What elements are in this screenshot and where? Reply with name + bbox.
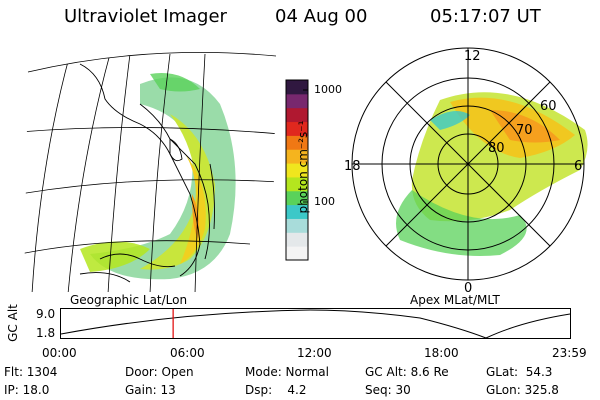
colorbar-segment (286, 218, 308, 233)
colorbar-frame (285, 79, 309, 261)
geo-aurora-emission (80, 73, 236, 280)
info-flight: Flt: 1304 (4, 365, 58, 379)
x-tick-2: 12:00 (297, 346, 332, 360)
info-gc-alt: GC Alt: 8.6 Re (365, 365, 449, 379)
info-ip: IP: 18.0 (4, 383, 50, 397)
geo-latitude-lines (24, 127, 276, 255)
x-tick-1: 06:00 (170, 346, 205, 360)
polar-caption: Apex MLat/MLT (410, 293, 500, 307)
info-dsp: Dsp: 4.2 (245, 383, 307, 397)
polar-grid (351, 47, 585, 281)
x-tick-0: 00:00 (42, 346, 77, 360)
mlat-label-80: 80 (488, 141, 505, 156)
info-glat: GLat: 54.3 (486, 365, 553, 379)
mlt-label-right: 6 (574, 159, 582, 174)
colorbar-segment (286, 204, 308, 219)
info-seq: Seq: 30 (365, 383, 411, 397)
colorbar-segment (286, 163, 308, 178)
geo-coastlines (79, 63, 215, 283)
colorbar-segment (286, 149, 308, 164)
colorbar-segment (286, 190, 308, 206)
info-gain: Gain: 13 (125, 383, 176, 397)
altitude-curve (60, 309, 571, 339)
polar-mlat-mlt-panel: 12 18 6 0 60 70 80 (344, 47, 588, 296)
colorbar-segment (286, 176, 308, 192)
colorbar-label: photon cm⁻²s⁻¹ (296, 120, 310, 214)
geographic-map-panel (24, 52, 277, 293)
colorbar-segment (286, 232, 308, 247)
mlat-label-70: 70 (516, 123, 533, 138)
altitude-ymin: 1.8 (36, 326, 56, 340)
altitude-plot (60, 308, 571, 339)
colorbar-segment (286, 246, 308, 261)
image-time: 05:17:07 UT (430, 6, 541, 27)
altitude-plot-frame (60, 308, 571, 339)
info-mode: Mode: Normal (245, 365, 329, 379)
colorbar-segment (286, 135, 308, 150)
colorbar-segment (286, 107, 308, 123)
colorbar-segment (286, 93, 308, 109)
mlt-label-top: 12 (464, 49, 481, 64)
info-glon: GLon: 325.8 (486, 383, 559, 397)
colorbar-segment (286, 121, 308, 136)
x-tick-4: 23:59 (552, 346, 587, 360)
altitude-ylabel: GC Alt (6, 304, 20, 342)
colorbar-segment (286, 80, 308, 95)
mlat-label-60: 60 (540, 99, 557, 114)
colorbar (285, 79, 309, 261)
image-date: 04 Aug 00 (275, 6, 368, 27)
mlt-label-left: 18 (344, 159, 361, 174)
info-door: Door: Open (125, 365, 194, 379)
polar-aurora-emission (396, 92, 588, 256)
colorbar-tick-high: 1000 (314, 83, 342, 96)
mlt-label-bottom: 0 (464, 281, 472, 296)
altitude-ymax: 9.0 (36, 307, 56, 321)
colorbar-tick-mid: 100 (314, 195, 335, 208)
image-title: Ultraviolet Imager (64, 6, 227, 27)
geographic-caption: Geographic Lat/Lon (70, 293, 188, 307)
x-tick-3: 18:00 (424, 346, 459, 360)
